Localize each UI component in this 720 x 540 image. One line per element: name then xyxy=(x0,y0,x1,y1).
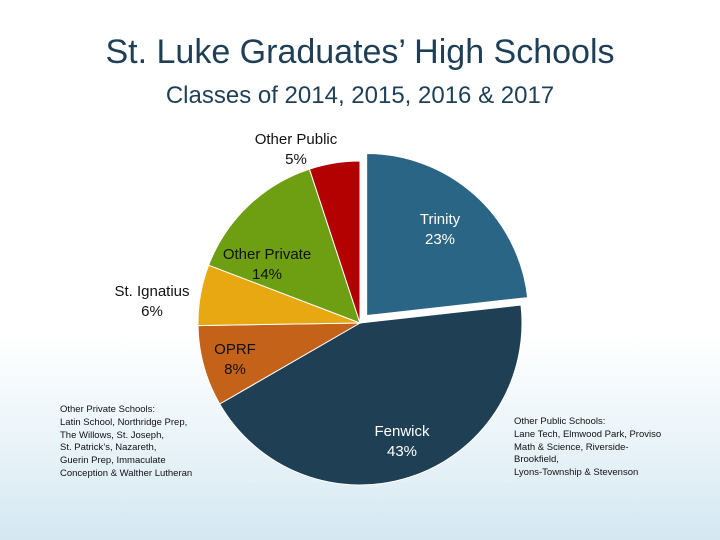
note-line: Other Public Schools: xyxy=(514,416,606,427)
slice-name-other-public: Other Public xyxy=(254,131,338,148)
note-line: Conception & Walther Lutheran xyxy=(60,468,193,480)
slice-label-trinity: Trinity 23% xyxy=(400,210,480,249)
slice-name-other-private: Other Private xyxy=(222,246,312,263)
slice-pct-st-ignatius: 6% xyxy=(141,302,163,320)
slice-label-oprf: OPRF 8% xyxy=(195,340,275,379)
pie-slice-fenwick xyxy=(219,304,523,486)
slice-label-st-ignatius: St. Ignatius 6% xyxy=(100,282,204,321)
slice-pct-fenwick: 43% xyxy=(386,442,418,460)
note-line: Math & Science, Riverside- xyxy=(514,441,629,453)
slice-label-other-private: Other Private 14% xyxy=(217,245,317,284)
note-line: Lyons-Township & Stevenson xyxy=(514,467,639,479)
other-public-note: Other Public Schools: Lane Tech, Elmwood… xyxy=(514,416,661,480)
note-line: Guerin Prep, Immaculate xyxy=(60,455,166,467)
note-line: The Willows, St. Joseph, xyxy=(60,429,165,441)
slice-name-oprf: OPRF xyxy=(214,341,256,358)
pie-slice-other-private xyxy=(208,168,361,324)
slice-pct-other-public: 5% xyxy=(285,150,307,168)
other-private-note: Other Private Schools: Latin School, Nor… xyxy=(60,404,192,481)
pie-slice-trinity xyxy=(366,153,529,317)
slide-subtitle: Classes of 2014, 2015, 2016 & 2017 xyxy=(165,82,555,109)
slice-pct-trinity: 23% xyxy=(424,230,456,248)
slice-pct-other-private: 14% xyxy=(251,265,283,283)
slide-title: St. Luke Graduates’ High Schools xyxy=(105,33,615,71)
slice-label-other-public: Other Public 5% xyxy=(236,130,356,169)
slice-name-st-ignatius: St. Ignatius xyxy=(114,283,190,300)
note-line: Latin School, Northridge Prep, xyxy=(60,416,188,428)
note-line: Brookfield, xyxy=(514,454,559,466)
note-line: Lane Tech, Elmwood Park, Proviso xyxy=(514,428,662,440)
note-line: Other Private Schools: xyxy=(60,404,156,415)
pie-slice-other-public xyxy=(308,160,361,324)
note-line: St. Patrick’s, Nazareth, xyxy=(60,442,157,454)
slice-name-trinity: Trinity xyxy=(419,211,461,228)
slice-label-fenwick: Fenwick 43% xyxy=(362,422,442,461)
slice-pct-oprf: 8% xyxy=(224,360,246,378)
slice-name-fenwick: Fenwick xyxy=(374,423,430,440)
